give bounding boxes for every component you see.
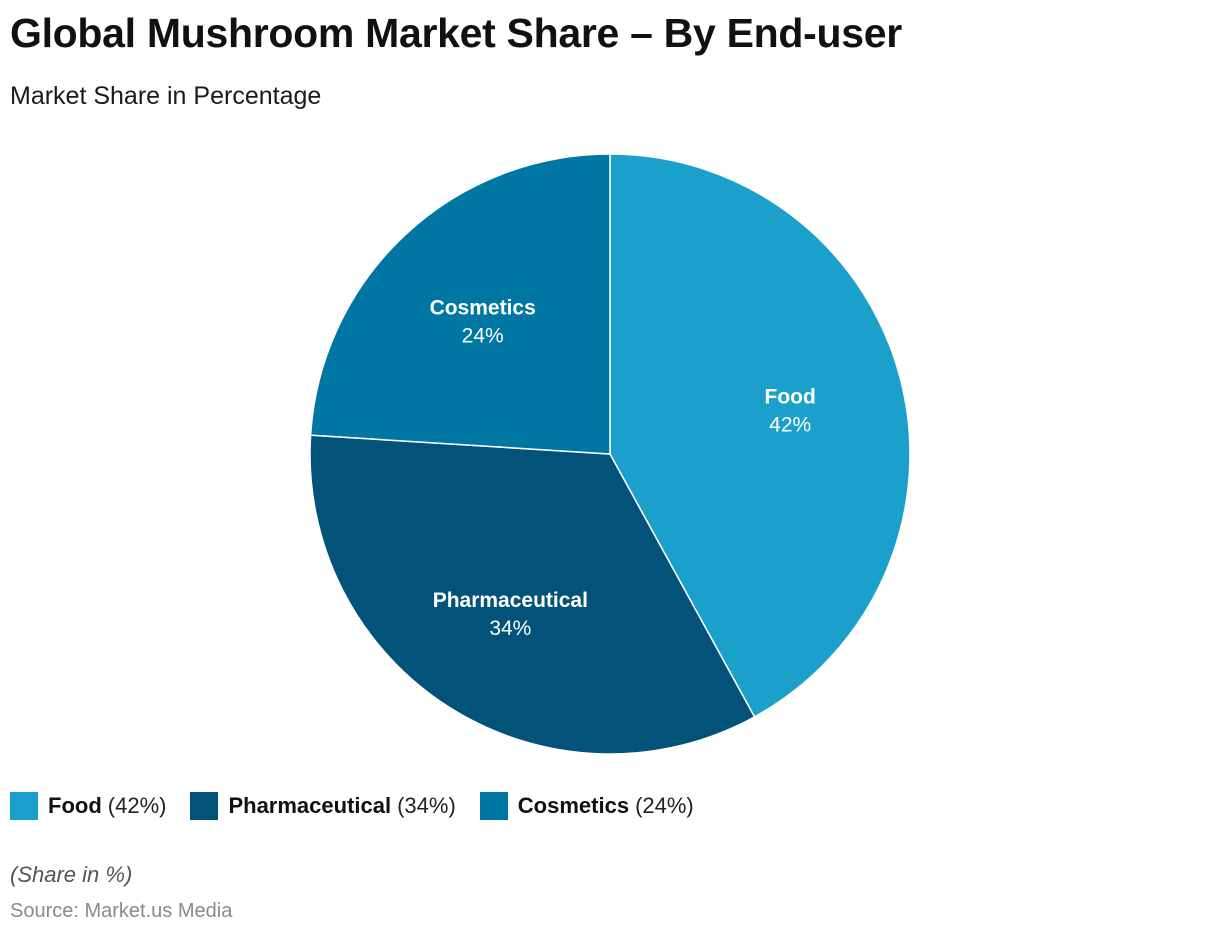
legend-label-cosmetics: Cosmetics — [517, 793, 630, 818]
legend: Food (42%) Pharmaceutical (34%) Cosmetic… — [10, 792, 718, 820]
slice-name-pharmaceutical: Pharmaceutical — [433, 589, 588, 612]
slice-label-cosmetics: Cosmetics 24% — [430, 296, 536, 347]
pie-slice-food[interactable] — [609, 153, 911, 718]
legend-value-food: (42%) — [107, 793, 167, 818]
share-note: (Share in %) — [10, 862, 133, 887]
pie-slice-cosmetics[interactable] — [309, 153, 611, 455]
chart-title: Global Mushroom Market Share – By End-us… — [10, 10, 902, 56]
legend-item-food[interactable]: Food (42%) — [10, 792, 166, 820]
legend-item-cosmetics[interactable]: Cosmetics (24%) — [479, 792, 694, 820]
legend-value-cosmetics: (24%) — [635, 793, 694, 818]
legend-swatch-pharmaceutical — [190, 792, 219, 820]
legend-swatch-cosmetics — [479, 792, 508, 820]
legend-swatch-food — [10, 792, 38, 820]
legend-item-pharmaceutical[interactable]: Pharmaceutical (34%) — [190, 792, 456, 820]
pie-slice-pharmaceutical[interactable] — [309, 434, 756, 755]
slice-label-food: Food 42% — [765, 386, 816, 437]
slice-name-cosmetics: Cosmetics — [430, 296, 536, 319]
slice-value-cosmetics: 24% — [462, 324, 504, 347]
slice-value-pharmaceutical: 34% — [489, 617, 531, 640]
slice-label-pharmaceutical: Pharmaceutical 34% — [433, 589, 588, 640]
slice-value-food: 42% — [769, 414, 811, 437]
slice-name-food: Food — [765, 386, 816, 409]
chart-subtitle: Market Share in Percentage — [10, 82, 322, 110]
pie-chart: Food 42% Pharmaceutical 34% Cosmetics 24% — [309, 153, 911, 755]
legend-value-pharmaceutical: (34%) — [397, 793, 456, 818]
legend-label-food: Food — [48, 793, 102, 818]
legend-label-pharmaceutical: Pharmaceutical — [228, 793, 392, 818]
source-credit: Source: Market.us Media — [10, 900, 233, 922]
